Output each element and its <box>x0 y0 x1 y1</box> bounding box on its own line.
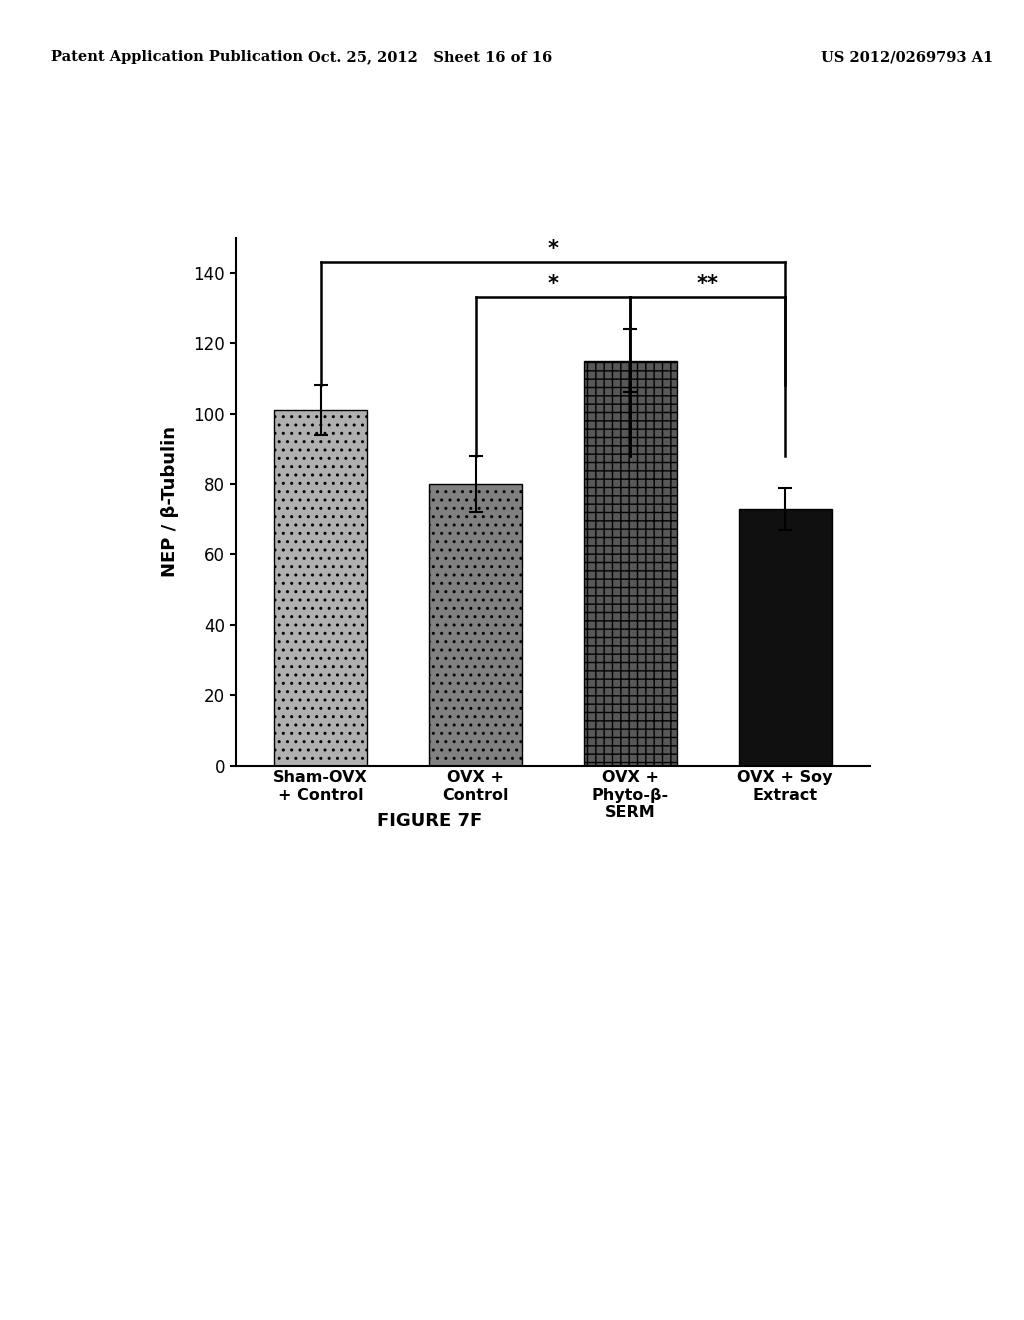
Text: US 2012/0269793 A1: US 2012/0269793 A1 <box>821 50 993 65</box>
Text: Oct. 25, 2012   Sheet 16 of 16: Oct. 25, 2012 Sheet 16 of 16 <box>308 50 552 65</box>
Y-axis label: NEP / β-Tubulin: NEP / β-Tubulin <box>162 426 179 577</box>
Text: *: * <box>548 239 558 259</box>
Text: Patent Application Publication: Patent Application Publication <box>51 50 303 65</box>
Bar <box>274 411 368 766</box>
Bar <box>738 508 831 766</box>
Bar <box>584 360 677 766</box>
Text: **: ** <box>696 275 719 294</box>
Text: *: * <box>548 275 558 294</box>
Text: FIGURE 7F: FIGURE 7F <box>378 812 482 830</box>
Bar <box>429 484 522 766</box>
